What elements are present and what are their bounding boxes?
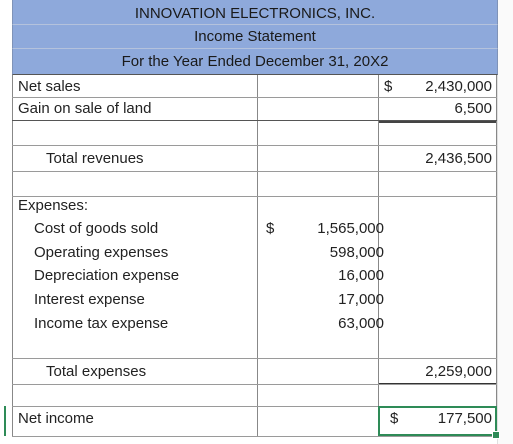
net-income-selection[interactable] — [378, 406, 497, 436]
income-statement-grid[interactable]: Net sales $ 2,430,000 Gain on sale of la… — [4, 75, 500, 439]
depreciation-label: Depreciation expense — [34, 267, 180, 284]
operating-label: Operating expenses — [34, 244, 169, 261]
right-gutter — [497, 0, 513, 444]
period-cell[interactable]: For the Year Ended December 31, 20X2 — [12, 49, 498, 75]
total-revenues-value: 2,436,500 — [425, 150, 492, 167]
row-line — [12, 171, 497, 172]
row-line — [12, 436, 497, 437]
row-line — [12, 145, 497, 146]
cogs-dollar: $ — [266, 220, 275, 237]
col-border-1 — [257, 75, 258, 437]
income-tax-label: Income tax expense — [34, 315, 169, 332]
statement-title-cell[interactable]: Income Statement — [12, 25, 498, 49]
fill-handle[interactable] — [492, 431, 500, 439]
row-line — [12, 358, 497, 359]
total-expenses-label: Total expenses — [46, 363, 147, 380]
revenue-underline — [379, 121, 496, 123]
total-revenues-label: Total revenues — [46, 150, 144, 167]
active-row-marker — [4, 406, 256, 436]
net-income-dollar: $ — [390, 410, 399, 427]
expenses-underline — [379, 383, 496, 384]
gain-land-label: Gain on sale of land — [18, 100, 152, 117]
interest-value: 17,000 — [338, 291, 384, 308]
net-income-label: Net income — [18, 410, 94, 427]
company-name-cell[interactable]: INNOVATION ELECTRONICS, INC. — [12, 0, 498, 25]
row-line — [12, 384, 497, 385]
net-sales-dollar: $ — [384, 78, 393, 95]
row-line — [12, 97, 497, 98]
income-tax-value: 63,000 — [338, 315, 384, 332]
gain-land-value: 6,500 — [454, 100, 492, 117]
depreciation-value: 16,000 — [338, 267, 384, 284]
col-border-right — [496, 75, 497, 437]
net-sales-value: 2,430,000 — [425, 78, 492, 95]
row-line — [12, 196, 497, 197]
net-sales-label: Net sales — [18, 78, 81, 95]
col-border-2 — [378, 75, 379, 437]
statement-title: Income Statement — [194, 28, 316, 45]
row-line — [12, 406, 497, 407]
period-text: For the Year Ended December 31, 20X2 — [121, 53, 389, 70]
operating-value: 598,000 — [329, 244, 384, 261]
cogs-label: Cost of goods sold — [34, 220, 159, 237]
cogs-value: 1,565,000 — [317, 220, 384, 237]
total-expenses-value: 2,259,000 — [425, 363, 492, 380]
row-line — [12, 120, 497, 121]
net-income-value: 177,500 — [437, 410, 492, 427]
interest-label: Interest expense — [34, 291, 145, 308]
col-border-left — [12, 75, 13, 437]
expenses-heading: Expenses: — [18, 197, 89, 214]
company-name: INNOVATION ELECTRONICS, INC. — [134, 5, 376, 22]
